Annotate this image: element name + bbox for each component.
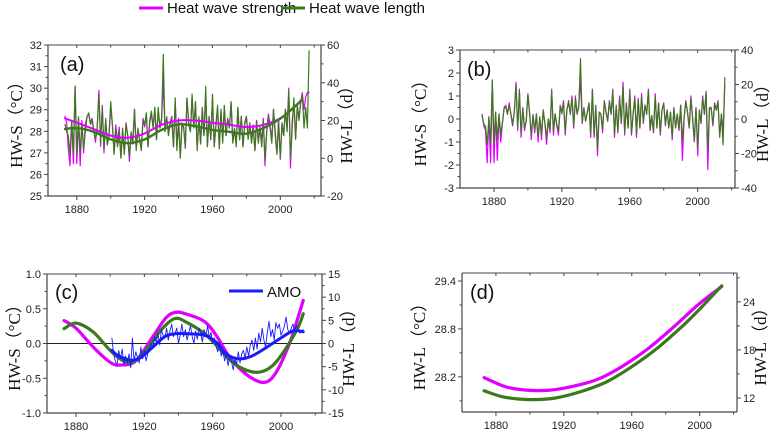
y2-tick-label: 0 [741,114,747,126]
y-tick-label: 28.8 [435,324,456,336]
y-tick-label: 31 [30,62,42,74]
amo-series-line-points [111,317,304,370]
x-tick-label: 2000 [268,204,292,216]
y-tick-label: 0.0 [26,339,41,351]
x-tick-label: 1880 [484,420,508,430]
y-tick-label: -1 [444,137,454,149]
y2-tick-label: 10 [328,292,340,304]
y2-tick-label: 5 [328,315,334,327]
y-tick-label: 3 [448,45,454,57]
panel-c: 1880 1920 1960 2000 -1.0 -0.5 0.0 0.5 1.0 -15 -10 -… [5,269,358,430]
panel-a: 1880 1920 1960 2000 25 26 27 28 29 30 31 32 -20 0 20 40… [7,40,356,216]
legend-label-strength: Heat wave strength [167,0,296,17]
x-tick-label: 2000 [685,196,709,208]
y-tick-label: 32 [30,40,42,52]
x-tick-label: 1920 [550,196,574,208]
y2-tick-label: 15 [328,269,340,281]
panel-b: 1880 1920 1960 2000 -3 -2 -1 0 1 2 3 -40 -20 0 20 40 HW-… [411,45,772,208]
y-tick-label: 27 [30,148,42,160]
y2-tick-label: 0 [327,153,333,165]
y-tick-label: 0.5 [26,304,41,316]
y-axis-title: HW-S（°C） [5,296,24,391]
x-tick-label: 1880 [64,421,88,430]
y-tick-label: 30 [30,83,42,95]
y2-tick-label: 24 [743,297,755,309]
y-tick-label: -2 [444,160,454,172]
x-tick-label: 2000 [687,420,711,430]
strength-smoothed-line [482,285,724,393]
x-tick-label: 1960 [620,420,644,430]
y2-tick-label: 20 [741,80,753,92]
length-smoothed-line [62,312,305,374]
panel-label: (d) [470,282,494,304]
y-tick-label: -1.0 [22,408,41,420]
y2-tick-label: -20 [741,149,757,161]
panel-d: 1880 1920 1960 2000 28.2 28.8 29.4 12 18 24 HW-L（°… [410,272,770,430]
y2-tick-label: -15 [328,408,344,420]
y2-tick-label: -20 [327,191,343,203]
y-tick-label: 26 [30,169,42,181]
legend: Heat wave strength Heat wave length [139,0,425,17]
length-smoothed-line [63,98,304,145]
y-axis-title: HW-L（°C） [410,295,429,391]
y2-tick-label: 18 [743,345,755,357]
y-tick-label: 1.0 [26,269,41,281]
y2-axis-title: HW-L（d） [751,300,770,386]
x-tick-label: 1960 [200,204,224,216]
y-tick-label: -3 [444,183,454,195]
x-tick-label: 1960 [618,196,642,208]
y2-tick-label: -40 [741,183,757,195]
length-series-line-points [482,58,725,151]
length-series-line [64,50,310,159]
y-tick-label: 25 [30,191,42,203]
y2-tick-label: 0 [328,339,334,351]
y2-tick-label: -5 [328,362,338,374]
y2-tick-label: -10 [328,385,344,397]
x-tick-label: 1920 [132,204,156,216]
y-tick-label: 0 [448,114,454,126]
y-tick-label: -0.5 [22,373,41,385]
y-tick-label: 28.2 [435,372,456,384]
x-tick-label: 1960 [200,421,224,430]
y2-tick-label: 12 [743,393,755,405]
y2-axis-title: HW-L（d） [753,76,772,162]
x-tick-label: 2000 [269,421,293,430]
panel-label: (b) [467,59,491,81]
y-axis-title: HW-S（°C） [411,72,430,167]
strength-smoothed-line [62,298,305,385]
panel-label: (a) [60,54,84,76]
y-axis-title: HW-S（°C） [7,73,26,168]
y-tick-label: 2 [448,68,454,80]
y-tick-label: 1 [448,91,454,103]
y-tick-label: 29 [30,105,42,117]
length-smoothed-line [482,284,724,402]
y2-axis-title: HW-L（d） [339,301,358,387]
x-tick-label: 1920 [552,420,576,430]
length-series-line [481,58,726,151]
panel-label: (c) [55,282,78,304]
legend-label-amo: AMO [267,284,301,301]
y2-tick-label: 40 [327,78,339,90]
y-tick-label: 29.4 [435,276,456,288]
x-tick-label: 1880 [65,204,89,216]
strength-smoothed-line [64,97,304,139]
x-tick-label: 1920 [132,421,156,430]
legend-label-length: Heat wave length [309,0,425,17]
y-tick-label: 28 [30,126,42,138]
x-tick-label: 1880 [482,196,506,208]
y2-tick-label: 20 [327,116,339,128]
y2-tick-label: 40 [741,45,753,57]
y2-tick-label: 60 [327,40,339,52]
y2-axis-title: HW-L（d） [337,78,356,164]
